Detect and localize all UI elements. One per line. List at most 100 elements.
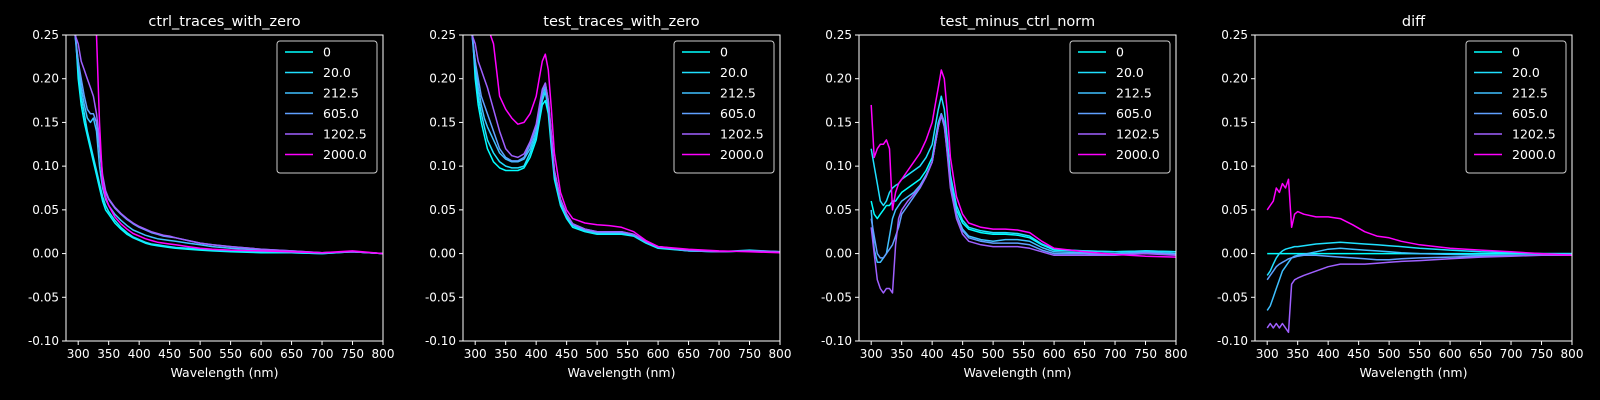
series-line-1202.5: [870, 114, 1176, 294]
y-tick-label: 0.15: [429, 115, 456, 129]
legend-label: 2000.0: [323, 147, 367, 162]
legend-label: 1202.5: [1116, 127, 1160, 142]
legend-label: 20.0: [720, 65, 748, 80]
y-tick-label: -0.10: [425, 334, 456, 348]
y-tick-label: 0.00: [32, 247, 59, 261]
legend-box: [1069, 40, 1171, 174]
x-tick-label: 750: [1530, 347, 1553, 361]
chart-panel-1: ctrl_traces_with_zero 300 350 400 450 500 550 6…: [28, 14, 395, 380]
series-line-20.0: [74, 35, 383, 255]
y-tick-label: 0.10: [825, 159, 852, 173]
y-tick-label: 0.10: [32, 159, 59, 173]
x-tick-label: 550: [1012, 347, 1035, 361]
x-tick-label: 650: [677, 347, 700, 361]
plot-frame: [1254, 34, 1573, 342]
plot-frame: [65, 34, 384, 342]
y-tick-label: 0.15: [32, 115, 59, 129]
y-tick-label: 0.00: [1221, 247, 1248, 261]
x-tick-label: 500: [189, 347, 212, 361]
x-tick-label: 650: [280, 347, 303, 361]
legend-label: 2000.0: [720, 147, 764, 162]
x-tick-label: 700: [1500, 347, 1523, 361]
y-tick-label: 0.00: [825, 247, 852, 261]
x-tick-label: 550: [1408, 347, 1431, 361]
series-line-2000.0: [489, 35, 780, 254]
y-tick-label: 0.20: [1221, 72, 1248, 86]
x-tick-label: 750: [1134, 347, 1157, 361]
series-line-1202.5: [74, 35, 383, 255]
y-tick-label: -0.05: [28, 290, 59, 304]
plot-frame: [858, 34, 1177, 342]
legend-label: 605.0: [1116, 106, 1152, 121]
chart-title: ctrl_traces_with_zero: [148, 14, 300, 30]
x-tick-label: 350: [890, 347, 913, 361]
legend-label: 0: [1512, 45, 1520, 60]
legend-label: 212.5: [720, 86, 756, 101]
series-line-212.5: [74, 35, 383, 255]
x-tick-label: 800: [769, 347, 792, 361]
legend-label: 2000.0: [1512, 147, 1556, 162]
x-axis-label: Wavelength (nm): [1360, 365, 1468, 380]
x-tick-label: 400: [921, 347, 944, 361]
chart-panel-3: test_minus_ctrl_norm 300 350 400 450 500 550 60…: [821, 14, 1188, 380]
legend-label: 212.5: [1116, 86, 1152, 101]
x-tick-label: 300: [1256, 347, 1279, 361]
x-tick-label: 450: [555, 347, 578, 361]
legend-box: [276, 40, 378, 174]
legend-label: 20.0: [323, 65, 351, 80]
x-tick-label: 600: [1043, 347, 1066, 361]
x-tick-label: 500: [982, 347, 1005, 361]
x-tick-label: 800: [1561, 347, 1584, 361]
legend: 0 20.0 212.5 605.0 1202.5 2000.0: [1465, 40, 1567, 174]
legend-label: 20.0: [1512, 65, 1540, 80]
y-tick-label: 0.25: [1221, 28, 1248, 42]
x-tick-label: 400: [1317, 347, 1340, 361]
legend-label: 605.0: [1512, 106, 1548, 121]
series-line-605.0: [1266, 253, 1572, 281]
x-axis-label: Wavelength (nm): [171, 365, 279, 380]
series-line-212.5: [1266, 247, 1572, 311]
legend: 0 20.0 212.5 605.0 1202.5 2000.0: [673, 40, 775, 174]
y-tick-label: 0.20: [825, 72, 852, 86]
x-tick-label: 750: [738, 347, 761, 361]
chart-title: diff: [1402, 14, 1426, 30]
y-tick-label: -0.05: [425, 290, 456, 304]
series-line-20.0: [870, 95, 1176, 253]
x-tick-label: 550: [219, 347, 242, 361]
x-tick-label: 450: [951, 347, 974, 361]
legend-label: 1202.5: [1512, 127, 1556, 142]
x-tick-label: 800: [1165, 347, 1188, 361]
x-tick-label: 700: [708, 347, 731, 361]
legend-label: 0: [1116, 45, 1124, 60]
y-tick-label: 0.25: [32, 28, 59, 42]
x-tick-label: 350: [1286, 347, 1309, 361]
chart-panel-4: diff 300 350 400 450 500 550 600 650 700 750 800 -0.…: [1217, 14, 1584, 380]
x-tick-label: 600: [1439, 347, 1462, 361]
series-line-0: [74, 35, 383, 255]
x-tick-label: 600: [647, 347, 670, 361]
y-tick-label: 0.25: [429, 28, 456, 42]
chart-panel-2: test_traces_with_zero 300 350 400 450 500 550 6…: [425, 14, 792, 380]
y-tick-label: -0.10: [1217, 334, 1248, 348]
y-tick-label: 0.10: [1221, 159, 1248, 173]
series-line-2000.0: [1266, 178, 1572, 257]
y-tick-label: 0.05: [429, 203, 456, 217]
y-tick-label: 0.20: [32, 72, 59, 86]
legend-box: [1465, 40, 1567, 174]
x-tick-label: 500: [586, 347, 609, 361]
legend-label: 212.5: [1512, 86, 1548, 101]
legend-label: 1202.5: [323, 127, 367, 142]
y-tick-label: -0.05: [1217, 290, 1248, 304]
legend: 0 20.0 212.5 605.0 1202.5 2000.0: [276, 40, 378, 174]
series-line-20.0: [1266, 241, 1572, 276]
legend-label: 212.5: [323, 86, 359, 101]
x-tick-label: 650: [1469, 347, 1492, 361]
plot-frame: [462, 34, 781, 342]
y-tick-label: 0.05: [1221, 203, 1248, 217]
legend-label: 605.0: [720, 106, 756, 121]
y-tick-label: -0.10: [28, 334, 59, 348]
y-tick-label: -0.05: [821, 290, 852, 304]
legend-label: 2000.0: [1116, 147, 1160, 162]
x-tick-label: 450: [158, 347, 181, 361]
